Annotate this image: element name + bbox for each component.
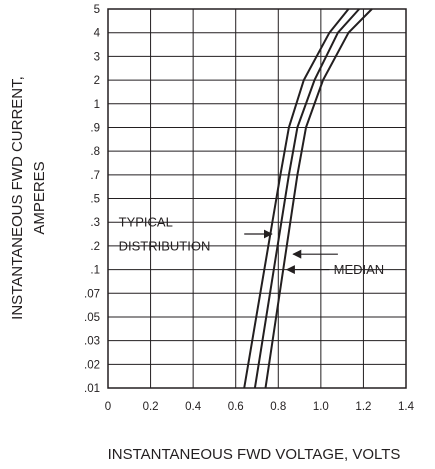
y-tick-label: .2 — [90, 241, 100, 253]
x-tick-label: 0.4 — [185, 401, 202, 413]
y-tick-label: .8 — [90, 146, 100, 158]
x-tick-labels: 0 0.2 0.4 0.6 0.8 1.0 1.2 1.4 — [105, 401, 415, 413]
x-tick-label: 0.8 — [270, 401, 286, 413]
x-tick-label: 0 — [105, 401, 111, 413]
annotation-labels: TYPICAL DISTRIBUTION MEDIAN — [119, 215, 385, 277]
x-tick-label: 1.4 — [398, 401, 415, 413]
y-tick-labels: .01 .02 .03 .05 .07 .1 .2 .3 .5 .7 .8 .9 1 2 3 4 5 — [84, 4, 101, 395]
grid-lines — [107, 8, 407, 389]
y-tick-label: 5 — [94, 4, 100, 16]
x-tick-label: 1.2 — [355, 401, 371, 413]
annotation-typical: TYPICAL — [119, 215, 173, 230]
y-tick-label: .02 — [84, 359, 100, 371]
plot-frame — [107, 8, 407, 389]
y-tick-label: .07 — [84, 288, 100, 300]
annotation-arrows — [244, 229, 338, 275]
annotation-median: MEDIAN — [334, 262, 385, 277]
y-tick-label: .7 — [90, 170, 100, 182]
y-axis-label: INSTANTANEOUS FWD CURRENT, AMPERES — [9, 76, 48, 320]
y-tick-label: .5 — [90, 194, 100, 206]
y-tick-label: .01 — [84, 383, 100, 395]
x-tick-label: 0.2 — [143, 401, 159, 413]
y-tick-label: .1 — [90, 265, 100, 277]
series-line-2 — [253, 8, 360, 389]
x-tick-label: 1.0 — [313, 401, 329, 413]
y-axis-label-line-2: AMPERES — [31, 161, 48, 234]
y-tick-label: 2 — [94, 75, 100, 87]
x-axis-label: INSTANTANEOUS FWD VOLTAGE, VOLTS — [108, 446, 401, 463]
series-curves — [243, 8, 373, 389]
y-tick-label: 3 — [94, 51, 100, 63]
y-tick-label: 1 — [94, 99, 100, 111]
y-tick-label: .9 — [90, 122, 100, 134]
x-tick-label: 0.6 — [228, 401, 244, 413]
annotation-distribution: DISTRIBUTION — [119, 238, 211, 253]
y-tick-label: .03 — [84, 336, 100, 348]
y-tick-label: 4 — [94, 28, 101, 40]
series-line-1 — [243, 8, 350, 389]
series-line-3 — [264, 8, 373, 389]
y-tick-label: .05 — [84, 312, 100, 324]
y-tick-label: .3 — [90, 217, 100, 229]
y-axis-label-line-1: INSTANTANEOUS FWD CURRENT, — [9, 76, 26, 320]
